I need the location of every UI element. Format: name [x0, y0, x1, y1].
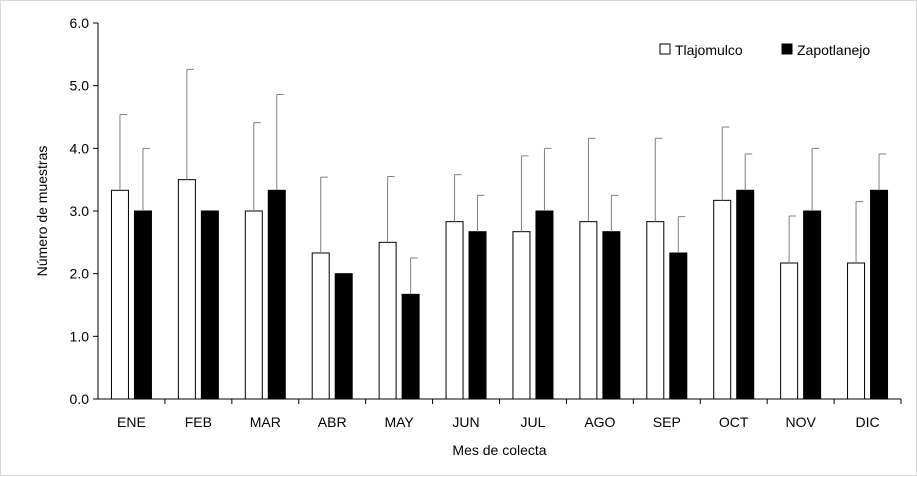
bar-zapotlanejo-nov [803, 210, 822, 400]
y-tick-label: 0.0 [70, 391, 90, 407]
x-tick-label-dic: DIC [855, 414, 879, 430]
x-tick-label-mar: MAR [250, 414, 281, 430]
y-tick-label: 2.0 [70, 266, 90, 282]
x-tick-label-nov: NOV [785, 414, 816, 430]
bar-tlajomulco-dic [847, 262, 866, 400]
bar-tlajomulco-jul [512, 231, 531, 400]
y-tick-label: 1.0 [70, 328, 90, 344]
legend-label-tlajomulco: Tlajomulco [675, 42, 743, 58]
y-axis-title: Número de muestras [34, 146, 50, 277]
bar-zapotlanejo-oct [736, 189, 755, 400]
x-tick-label-ago: AGO [584, 414, 615, 430]
x-tick-label-sep: SEP [653, 414, 681, 430]
x-tick-label-abr: ABR [318, 414, 347, 430]
bar-zapotlanejo-sep [669, 252, 688, 400]
bar-zapotlanejo-may [401, 293, 420, 400]
bar-zapotlanejo-jun [468, 231, 487, 400]
bar-tlajomulco-feb [177, 179, 196, 400]
legend: Tlajomulco Zapotlanejo [659, 42, 870, 58]
y-tick-label: 5.0 [70, 78, 90, 94]
bar-tlajomulco-jun [445, 221, 464, 400]
bar-zapotlanejo-abr [334, 273, 353, 400]
bar-zapotlanejo-ago [602, 231, 621, 400]
bar-tlajomulco-abr [311, 252, 330, 400]
y-tick-label: 3.0 [70, 203, 90, 219]
legend-label-zapotlanejo: Zapotlanejo [797, 42, 870, 58]
bar-tlajomulco-ene [110, 189, 129, 400]
legend-swatch-tlajomulco [659, 43, 671, 55]
x-tick-label-jul: JUL [521, 414, 546, 430]
x-axis-title: Mes de colecta [452, 442, 546, 458]
bar-zapotlanejo-ene [133, 210, 152, 400]
legend-swatch-zapotlanejo [781, 43, 793, 55]
y-tick-label: 4.0 [70, 140, 90, 156]
bar-tlajomulco-may [378, 241, 397, 400]
x-tick-label-ene: ENE [117, 414, 146, 430]
x-tick-label-jun: JUN [452, 414, 479, 430]
bar-tlajomulco-sep [646, 221, 665, 400]
bar-tlajomulco-ago [579, 221, 598, 400]
bar-zapotlanejo-mar [267, 189, 286, 400]
x-tick-label-feb: FEB [185, 414, 212, 430]
x-tick-label-oct: OCT [719, 414, 749, 430]
bar-tlajomulco-mar [244, 210, 263, 400]
bar-zapotlanejo-jul [535, 210, 554, 400]
bar-zapotlanejo-feb [200, 210, 219, 400]
bar-tlajomulco-nov [780, 262, 799, 400]
plot-area: 0.0 1.0 2.0 3.0 4.0 5.0 6.0 ENE FEB MAR ABR MAY JUN J… [70, 15, 902, 430]
x-tick-label-may: MAY [384, 414, 414, 430]
bar-tlajomulco-oct [713, 199, 732, 400]
y-tick-label: 6.0 [70, 15, 90, 31]
bar-zapotlanejo-dic [870, 189, 889, 400]
